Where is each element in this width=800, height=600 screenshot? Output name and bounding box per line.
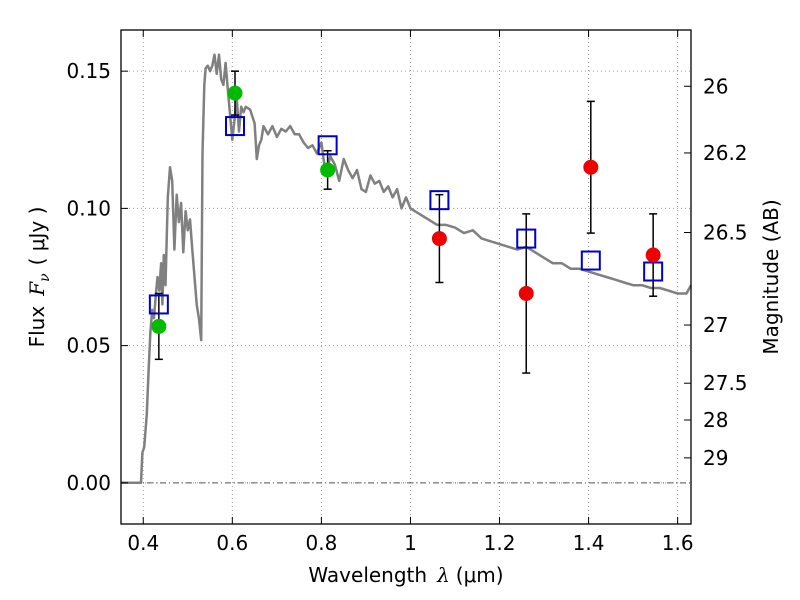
mag-tick-label: 29	[703, 446, 728, 470]
right-axis-label: Magnitude (AB)	[759, 199, 783, 354]
x-tick-label: 1.2	[484, 531, 516, 555]
grid	[121, 30, 691, 524]
synthetic-photometry-square	[516, 228, 537, 249]
x-tick-label: 1.6	[662, 531, 694, 555]
synthetic-photometry-square	[580, 250, 601, 271]
mag-tick-label: 26.2	[703, 141, 748, 165]
space-photometry-point	[227, 85, 243, 101]
data-points	[148, 85, 664, 334]
mag-tick-label: 28	[703, 408, 728, 432]
y-tick-label: 0.05	[66, 334, 111, 358]
axis-ticks: 0.4 0.6 0.8 1 1.2 1.4 1.6 0.00 0.05 0.10 0.15 26 26.…	[66, 30, 748, 555]
ground-photometry-point	[583, 159, 599, 175]
y-tick-label: 0.00	[66, 471, 111, 495]
ground-photometry-point	[645, 247, 661, 263]
synthetic-photometry-square	[148, 294, 169, 315]
synthetic-photometry-square	[429, 190, 450, 211]
mag-tick-label: 26	[703, 74, 728, 98]
mag-tick-label: 27	[703, 313, 728, 337]
synthetic-photometry-square	[317, 135, 338, 156]
mag-tick-label: 27.5	[703, 371, 748, 395]
ground-photometry-point	[431, 231, 447, 247]
space-photometry-point	[151, 318, 167, 334]
x-tick-label: 0.8	[305, 531, 337, 555]
model-sed-line	[121, 53, 693, 485]
y-tick-label: 0.10	[66, 196, 111, 220]
space-photometry-point	[320, 162, 336, 178]
ground-photometry-point	[518, 285, 534, 301]
x-axis-label: Wavelength λ (μm)	[308, 563, 503, 587]
mag-tick-label: 26.5	[703, 221, 748, 245]
synthetic-photometry-square	[225, 116, 245, 137]
plot-frame	[120, 29, 692, 525]
y-tick-label: 0.15	[66, 59, 111, 83]
x-tick-label: 1.4	[573, 531, 605, 555]
y-axis-label: FluxFν( μJy )	[25, 207, 53, 348]
x-tick-label: 1	[404, 531, 417, 555]
x-tick-label: 0.4	[127, 531, 159, 555]
x-tick-label: 0.6	[216, 531, 248, 555]
